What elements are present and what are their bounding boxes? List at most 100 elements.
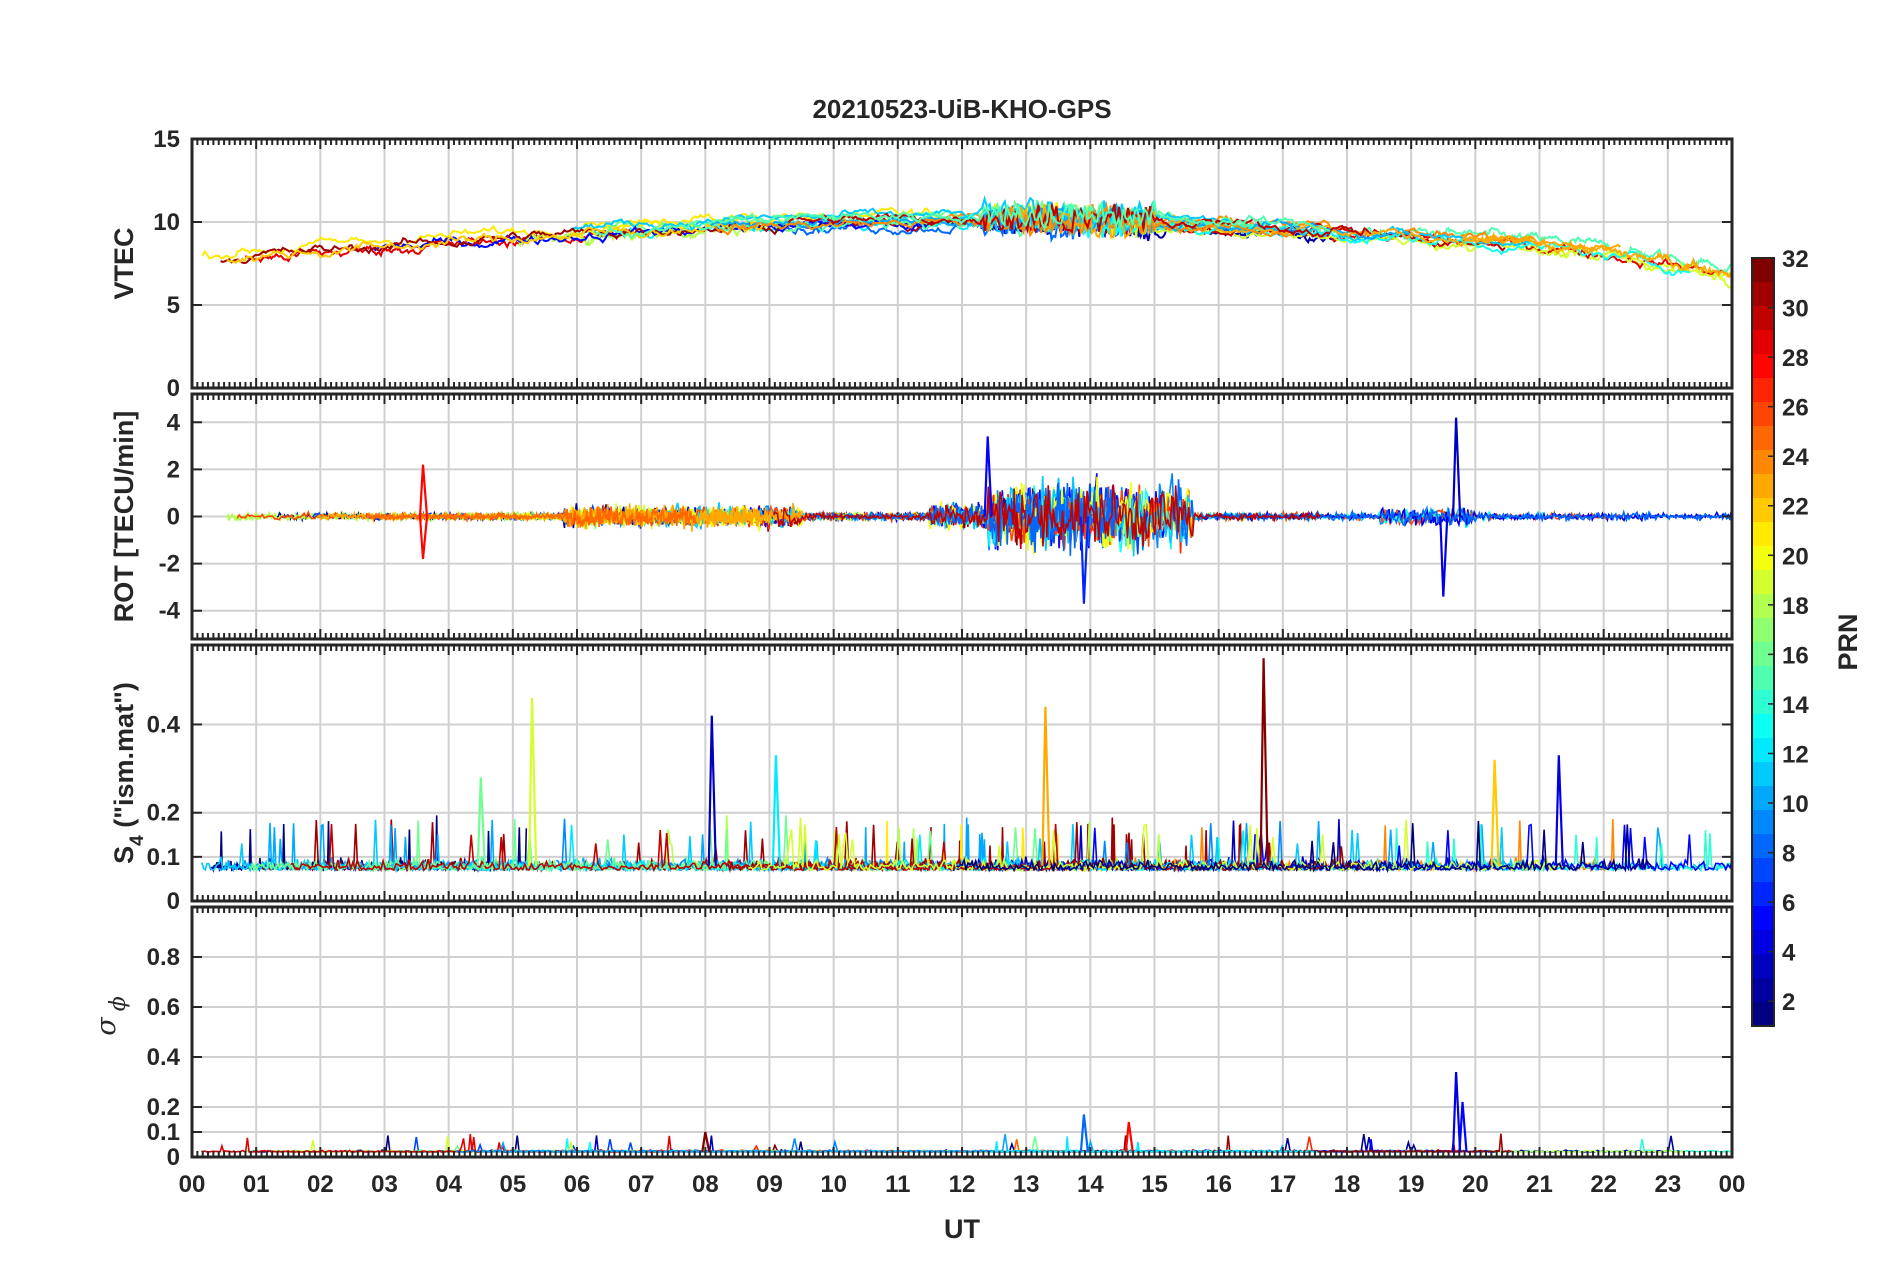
vtec-series-prn-15: [1410, 226, 1732, 275]
colorbar-tick-label: 4: [1782, 940, 1796, 967]
grid: [192, 907, 1732, 1157]
colorbar-tick-label: 22: [1782, 494, 1809, 521]
colorbar-tick-label: 8: [1782, 841, 1795, 868]
y-tick-label: 0: [167, 1144, 180, 1171]
colorbar-band: [1752, 474, 1774, 499]
x-tick-label: 09: [756, 1171, 783, 1198]
colorbar-tick-label: 20: [1782, 543, 1809, 570]
colorbar-band: [1752, 330, 1774, 355]
y-tick-label: 0.2: [147, 800, 180, 827]
spike-mark: [707, 715, 717, 866]
rot-series-prn-25: [366, 506, 697, 529]
colorbar-band: [1752, 426, 1774, 451]
x-tick-label: 22: [1590, 1171, 1617, 1198]
colorbar-band: [1752, 738, 1774, 763]
x-tick-label: 19: [1398, 1171, 1425, 1198]
s4-series-prn-12: [464, 824, 1281, 873]
y-tick-label: 0.1: [147, 844, 180, 871]
x-tick-label: 05: [499, 1171, 526, 1198]
x-tick-label: 21: [1526, 1171, 1553, 1198]
y-tick-label: 0.8: [147, 944, 180, 971]
x-tick-label: 06: [564, 1171, 591, 1198]
colorbar-band: [1752, 306, 1774, 331]
y-axis-label: σϕ: [91, 996, 131, 1035]
x-tick-label: 15: [1141, 1171, 1168, 1198]
colorbar-band: [1752, 258, 1774, 283]
colorbar-tick-label: 26: [1782, 395, 1809, 422]
series-group: [225, 417, 1732, 604]
colorbar-tick-label: 6: [1782, 890, 1795, 917]
vtec-series-prn-31: [220, 222, 781, 265]
x-tick-label: 07: [628, 1171, 655, 1198]
colorbar-tick-label: 32: [1782, 246, 1809, 273]
colorbar-band: [1752, 762, 1774, 787]
y-tick-label: 4: [167, 409, 181, 436]
colorbar-tick-label: 18: [1782, 593, 1809, 620]
x-tick-label: 00: [1719, 1171, 1746, 1198]
y-axis-label: ROT [TECU/min]: [109, 411, 139, 622]
y-axis-label: VTEC: [109, 227, 139, 299]
x-ticks: [191, 907, 1733, 1157]
x-tick-label: 17: [1269, 1171, 1296, 1198]
spike-mark: [1458, 1101, 1468, 1153]
panel-sigma_phi: 00.10.2 0.4 0.6 0.8 σϕ: [91, 905, 1734, 1171]
vtec-series-prn-15: [710, 200, 1331, 232]
y-tick-label: 0.4: [147, 1044, 181, 1071]
rot-series-prn-30: [772, 484, 1321, 549]
x-tick-label: 10: [820, 1171, 847, 1198]
s4-series-prn-1: [956, 820, 1654, 874]
spike-mark: [1439, 516, 1449, 597]
x-tick-label: 23: [1654, 1171, 1681, 1198]
chart-title: 20210523-UiB-KHO-GPS: [812, 94, 1111, 124]
x-ticks: [191, 394, 1733, 639]
y-tick-label: 0.1: [147, 1119, 180, 1146]
vtec-series-prn-10: [710, 202, 1410, 241]
y-tick-label: -2: [159, 551, 180, 578]
y-tick-label: 0: [167, 888, 180, 915]
x-tick-label: 20: [1462, 1171, 1489, 1198]
x-tick-label: 01: [243, 1171, 270, 1198]
spike-mark: [1079, 516, 1089, 604]
colorbar-band: [1752, 570, 1774, 595]
x-tick-label: 02: [307, 1171, 334, 1198]
colorbar-band: [1752, 498, 1774, 523]
colorbar-tick-label: 24: [1782, 444, 1809, 471]
spike-mark: [1452, 417, 1462, 517]
y-tick-label: -4: [159, 598, 181, 625]
x-tick-label: 18: [1334, 1171, 1361, 1198]
colorbar-tick-label: 14: [1782, 692, 1809, 719]
colorbar-band: [1752, 546, 1774, 571]
y-axis-label: S4 ("ism.mat"): [109, 682, 148, 864]
y-tick-label: 0: [167, 375, 180, 402]
colorbar-band: [1752, 714, 1774, 739]
colorbar-tick-label: 16: [1782, 642, 1809, 669]
x-axis-label: UT: [944, 1214, 980, 1244]
colorbar-band: [1752, 594, 1774, 619]
spike-mark: [701, 1131, 711, 1153]
y-tick-label: 0.4: [147, 711, 181, 738]
colorbar-band: [1752, 378, 1774, 403]
spike-mark: [1041, 706, 1051, 866]
colorbar-tick-label: 10: [1782, 791, 1809, 818]
spike-mark: [418, 516, 429, 560]
x-tick-label: 16: [1205, 1171, 1232, 1198]
colorbar-frame: [1751, 257, 1775, 1027]
spike-mark: [1490, 759, 1500, 866]
panel-rot: -4 -2 0 2 4 ROT [TECU/min]: [109, 392, 1734, 641]
spike-mark: [418, 464, 429, 517]
colorbar-band: [1752, 642, 1774, 667]
colorbar-band: [1752, 1002, 1774, 1027]
y-tick-label: 5: [167, 292, 180, 319]
spike-mark: [983, 436, 993, 517]
y-tick-label: 0: [167, 504, 180, 531]
colorbar-band: [1752, 978, 1774, 1003]
colorbar-band: [1752, 522, 1774, 547]
vtec-series-prn-22: [226, 221, 799, 265]
vtec-series-prn-23: [1461, 232, 1732, 279]
spike-mark: [771, 755, 781, 866]
colorbar-band: [1752, 882, 1774, 907]
colorbar-label: PRN: [1833, 613, 1863, 670]
